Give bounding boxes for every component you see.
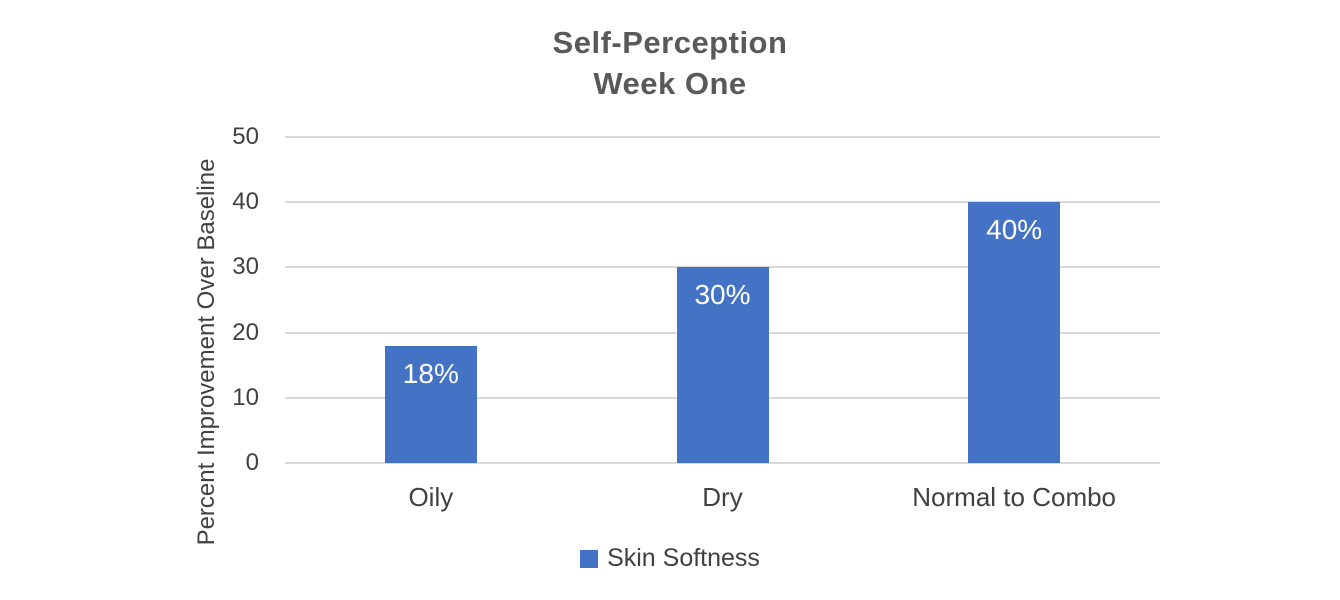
y-tick-label-0: 0 — [245, 449, 259, 476]
bar-normal-to-combo: 40% — [968, 202, 1061, 463]
legend-series-label: Skin Softness — [607, 544, 760, 572]
bar-data-label: 40% — [986, 214, 1043, 246]
x-category-label-oily: Oily — [408, 482, 454, 512]
bar-data-label: 18% — [402, 357, 459, 389]
legend-color-swatch-icon — [580, 549, 599, 568]
y-tick-label-30: 30 — [232, 253, 259, 281]
gridline-y-30 — [285, 266, 1160, 269]
y-tick-label-20: 20 — [232, 318, 259, 346]
plot-area: 18% 30% 40% — [285, 136, 1160, 464]
gridline-y-40 — [285, 201, 1160, 204]
x-category-label-dry: Dry — [702, 482, 743, 512]
gridline-y-0 — [285, 462, 1160, 464]
chart-title-line-2: Week One — [593, 66, 747, 101]
bar-oily: 18% — [384, 345, 477, 463]
legend: Skin Softness — [0, 544, 1340, 573]
y-tick-label-50: 50 — [232, 123, 259, 150]
bar-data-label: 30% — [694, 279, 751, 311]
chart-title-line-1: Self-Perception — [552, 25, 788, 60]
x-category-label-normal-to-combo: Normal to Combo — [912, 482, 1117, 512]
chart-title: Self-Perception Week One — [0, 22, 1340, 104]
y-tick-label-40: 40 — [232, 188, 259, 216]
y-tick-label-10: 10 — [232, 383, 259, 411]
bar-dry: 30% — [676, 267, 769, 463]
gridline-y-50 — [285, 136, 1160, 138]
